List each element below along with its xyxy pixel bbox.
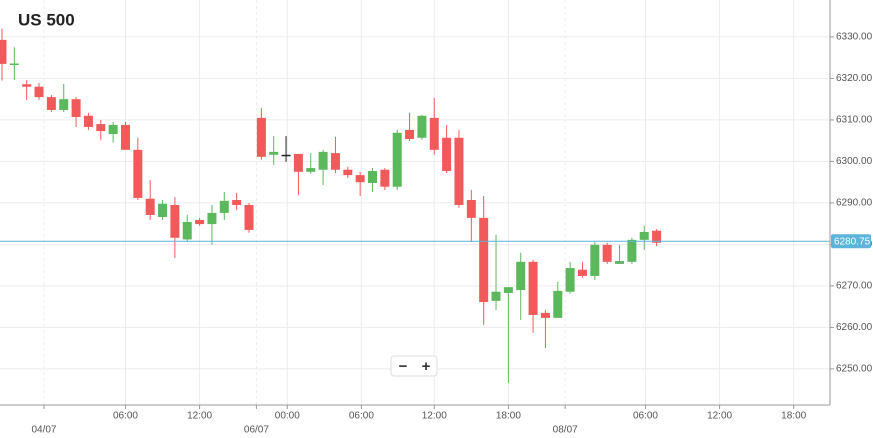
candle-body bbox=[405, 129, 415, 140]
y-tick-label: 6310.00 bbox=[836, 115, 873, 126]
candle-body bbox=[0, 39, 7, 64]
y-tick-label: 6270.00 bbox=[836, 281, 873, 292]
candle-body bbox=[615, 261, 625, 264]
price-label: 6280.75 bbox=[834, 236, 871, 247]
y-tick-label: 6260.00 bbox=[836, 322, 873, 333]
candle-body bbox=[22, 84, 32, 87]
candle-body bbox=[244, 204, 254, 230]
y-tick-label: 6300.00 bbox=[836, 156, 873, 167]
candle-body bbox=[170, 204, 180, 238]
candle-body bbox=[120, 124, 130, 150]
zoom-box bbox=[390, 355, 438, 377]
candle-body bbox=[9, 63, 19, 65]
candle-body bbox=[207, 212, 217, 225]
candle-body bbox=[232, 200, 242, 205]
zoom-controls: − + bbox=[390, 355, 438, 377]
candle-body bbox=[652, 230, 662, 243]
candle-body bbox=[158, 203, 168, 218]
candle-body bbox=[454, 137, 464, 205]
candle-body bbox=[59, 99, 69, 110]
x-tick-label: 18:00 bbox=[496, 411, 521, 422]
x-tick-label: 06:00 bbox=[113, 411, 138, 422]
price-tag bbox=[831, 234, 871, 249]
candle-body bbox=[577, 269, 587, 276]
candle-body bbox=[466, 200, 476, 218]
candle-body bbox=[516, 261, 526, 291]
candle-body bbox=[639, 231, 649, 240]
x-tick-label: 00:00 bbox=[275, 411, 300, 422]
candle-body bbox=[256, 117, 266, 157]
candle-body bbox=[503, 287, 513, 293]
candle-body bbox=[553, 290, 563, 318]
candle-body bbox=[293, 153, 303, 172]
y-tick-label: 6320.00 bbox=[836, 73, 873, 84]
x-tick-label: 06/07 bbox=[244, 425, 269, 436]
candle-body bbox=[602, 244, 612, 262]
zoom-in[interactable]: + bbox=[422, 358, 431, 375]
y-tick-label: 6330.00 bbox=[836, 32, 873, 43]
candle-body bbox=[330, 153, 340, 170]
candle-body bbox=[590, 244, 600, 276]
zoom-out[interactable]: − bbox=[399, 358, 408, 375]
candle-body bbox=[565, 268, 575, 292]
candle-body bbox=[479, 217, 489, 303]
candle-body bbox=[195, 219, 205, 225]
x-tick-label: 12:00 bbox=[187, 411, 212, 422]
candle-body bbox=[34, 86, 44, 98]
x-tick-label: 08/07 bbox=[553, 425, 578, 436]
candle-body bbox=[540, 312, 550, 318]
candle-body bbox=[368, 170, 378, 183]
candle-body bbox=[355, 175, 365, 183]
x-tick-label: 12:00 bbox=[422, 411, 447, 422]
candle-body bbox=[343, 169, 353, 176]
candle-body bbox=[442, 137, 452, 171]
candle-body bbox=[318, 151, 328, 170]
candle-body bbox=[145, 198, 155, 215]
x-tick-label: 06:00 bbox=[349, 411, 374, 422]
candle-body bbox=[269, 151, 279, 155]
candle-body bbox=[83, 115, 93, 127]
x-tick-label: 12:00 bbox=[707, 411, 732, 422]
candle-body bbox=[133, 149, 143, 198]
candle-body bbox=[627, 239, 637, 262]
y-tick-label: 6290.00 bbox=[836, 198, 873, 209]
x-tick-label: 06:00 bbox=[633, 411, 658, 422]
candle-body bbox=[528, 261, 538, 315]
candle-body bbox=[108, 124, 118, 135]
y-tick-label: 6250.00 bbox=[836, 364, 873, 375]
candle-body bbox=[182, 222, 192, 240]
candle-body bbox=[46, 97, 56, 110]
x-tick-label: 04/07 bbox=[31, 425, 56, 436]
chart-title: US 500 bbox=[18, 10, 75, 29]
candle-body bbox=[417, 115, 427, 138]
candle-body bbox=[392, 132, 402, 187]
candle-body bbox=[281, 154, 291, 157]
candle-body bbox=[96, 124, 106, 132]
candle-body bbox=[491, 291, 501, 301]
candle-body bbox=[429, 117, 439, 150]
x-tick-label: 18:00 bbox=[781, 411, 806, 422]
candle-body bbox=[380, 169, 390, 187]
candle-body bbox=[306, 168, 316, 172]
candle-body bbox=[219, 200, 229, 213]
candle-body bbox=[71, 99, 81, 118]
